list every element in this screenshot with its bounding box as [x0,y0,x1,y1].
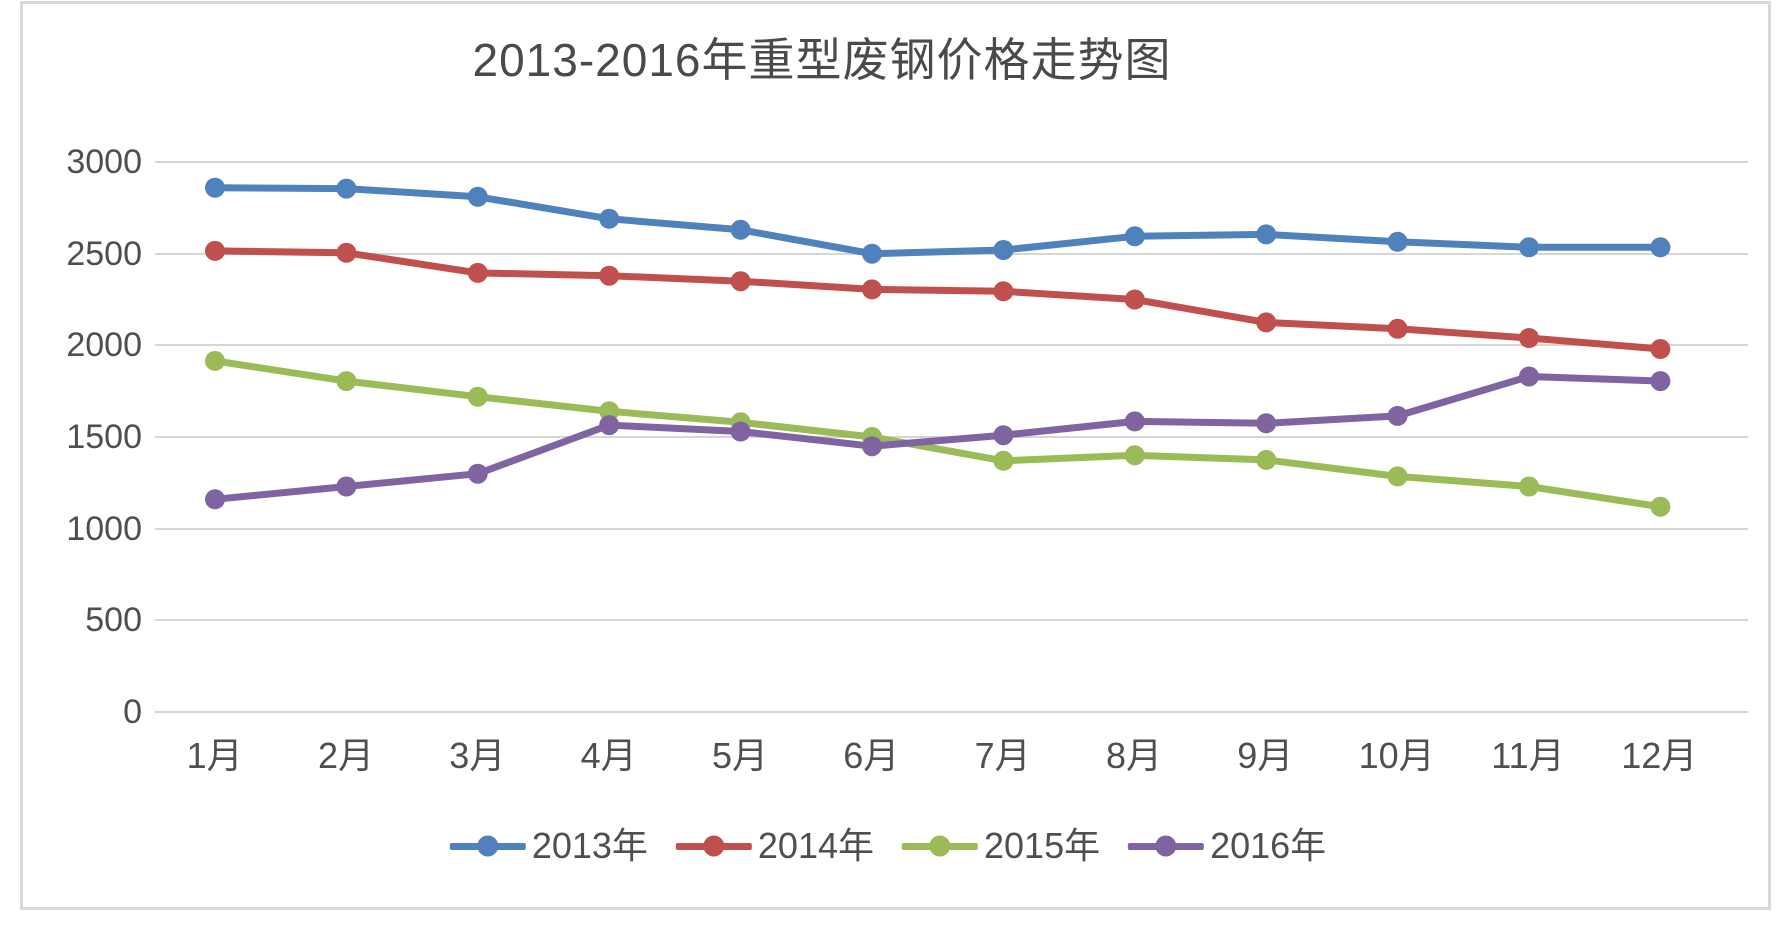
data-point-2016年 [336,476,357,497]
data-point-2014年 [599,265,620,286]
series-line-2016年 [214,373,1661,503]
legend-line-marker-icon [902,835,978,857]
data-point-2016年 [1124,411,1145,432]
data-point-2013年 [1387,231,1408,252]
x-axis-tick: 5月 [711,735,768,776]
data-point-2015年 [336,371,357,392]
legend-item-2015: 2015年 [902,822,1100,870]
x-axis-tick: 3月 [449,735,506,776]
data-point-2013年 [993,240,1014,260]
data-point-2016年 [730,421,751,442]
legend-label: 2016年 [1210,825,1327,866]
legend-item-2016: 2016年 [1128,822,1326,870]
data-point-2014年 [862,279,882,300]
data-point-2015年 [1124,445,1145,466]
x-axis-tick: 4月 [580,735,637,776]
y-axis-tick: 3000 [66,143,142,181]
data-point-2016年 [993,425,1014,446]
chart-border [20,1,1771,910]
data-point-2016年 [1650,371,1671,392]
data-point-2015年 [599,401,620,422]
series-line-2013年 [214,184,1661,258]
legend-item-2014: 2014年 [675,822,874,870]
data-point-2016年 [599,415,620,436]
x-axis: 1月 2月 3月 4月 5月 6月 7月 8月 9月 10月 11月 12月 [149,733,1725,779]
legend-line-marker-icon [449,835,526,857]
data-point-2013年 [730,219,751,240]
x-axis-tick: 8月 [1105,735,1162,776]
data-point-2013年 [599,208,620,229]
data-point-2014年 [1256,312,1277,333]
series-line-2014年 [214,247,1661,353]
y-axis-tick: 2000 [66,326,142,364]
y-axis-tick: 0 [123,693,142,731]
gridline-0 [155,711,1748,713]
legend-label: 2014年 [757,825,874,866]
series-line-2015年 [214,357,1661,511]
data-point-2015年 [993,450,1014,471]
data-point-2013年 [467,186,488,207]
y-axis-tick: 1500 [66,418,142,456]
y-axis-tick: 500 [85,601,142,639]
data-point-2016年 [1387,405,1408,426]
y-axis-tick: 2500 [66,235,142,273]
data-point-2014年 [1124,289,1145,310]
x-axis-tick: 1月 [186,735,243,776]
data-point-2015年 [1256,449,1277,470]
gridline-1000 [155,528,1748,530]
data-point-2013年 [862,243,882,264]
data-point-2014年 [205,240,225,261]
data-point-2013年 [1650,237,1671,258]
data-point-2013年 [336,178,357,199]
data-point-2013年 [1256,224,1277,245]
data-point-2013年 [1124,226,1145,247]
legend: 2013年 2014年 2015年 2016年 [449,822,1326,870]
data-point-2013年 [205,177,225,198]
data-point-2015年 [205,350,225,371]
data-point-2014年 [1519,328,1539,348]
data-point-2014年 [467,262,488,283]
legend-label: 2015年 [984,825,1101,866]
legend-label: 2013年 [531,825,648,866]
data-point-2016年 [1256,413,1277,434]
y-axis-tick: 1000 [66,510,142,548]
x-axis-tick: 2月 [317,735,374,776]
data-point-2014年 [993,281,1014,302]
data-point-2015年 [1519,476,1539,497]
data-point-2016年 [1519,366,1539,387]
x-axis-tick: 9月 [1237,735,1294,776]
data-point-2014年 [1650,339,1671,359]
gridline-500 [155,619,1748,621]
data-point-2013年 [1519,237,1539,258]
data-point-2016年 [862,436,882,457]
data-point-2016年 [205,489,225,510]
gridline-3000 [155,161,1748,163]
data-point-2015年 [467,386,488,407]
data-point-2015年 [1387,466,1408,487]
legend-line-marker-icon [675,835,752,857]
data-point-2016年 [467,463,488,484]
legend-item-2013: 2013年 [449,822,648,870]
data-point-2014年 [336,242,357,263]
x-axis-tick: 10月 [1358,735,1435,776]
x-axis-tick: 6月 [843,735,900,776]
gridline-2000 [155,344,1748,346]
data-point-2014年 [1387,318,1408,339]
data-point-2015年 [1650,496,1671,517]
x-axis-tick: 12月 [1621,735,1698,776]
data-point-2014年 [730,271,751,292]
x-axis-tick: 7月 [974,735,1031,776]
chart-title: 2013-2016年重型废钢价格走势图 [472,34,1172,86]
legend-line-marker-icon [1128,835,1205,857]
x-axis-tick: 11月 [1491,735,1565,776]
